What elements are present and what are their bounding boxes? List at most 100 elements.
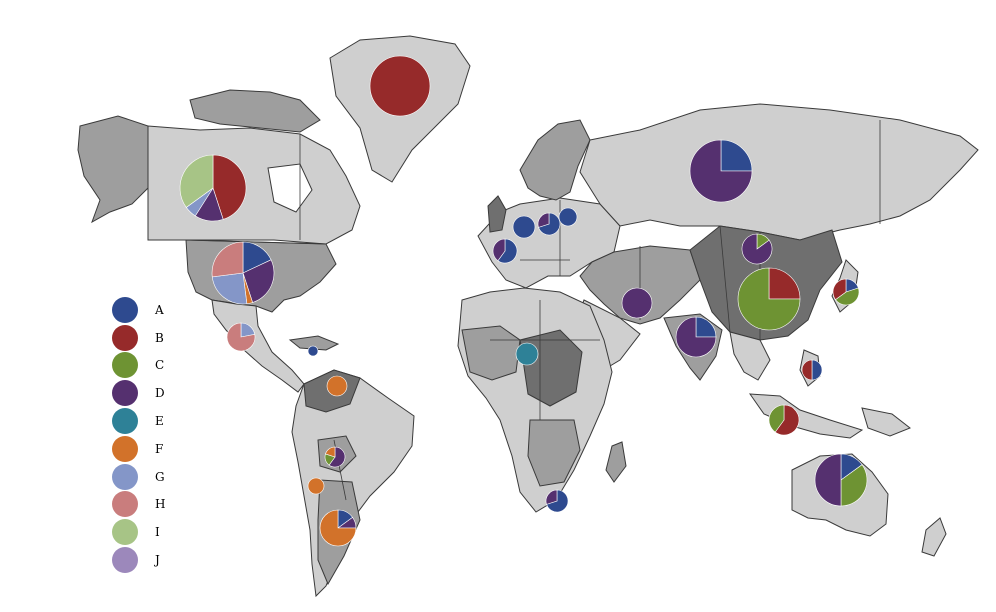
legend-item-e: E — [112, 407, 165, 435]
legend-item-b: B — [112, 324, 165, 352]
pie-slice-c — [737, 267, 801, 331]
pie-slice-e — [515, 342, 539, 366]
legend-swatch-j — [112, 547, 138, 574]
legend: A B C D E F G H I J — [112, 296, 165, 574]
landmass-canada — [147, 125, 361, 245]
pie-slice-f — [319, 509, 357, 547]
pie-slice-a — [558, 207, 578, 227]
legend-swatch-e — [112, 408, 138, 435]
pie-france — [492, 238, 518, 264]
pie-mexico — [226, 322, 256, 352]
landmass-indonesia — [748, 393, 864, 439]
pie-nigeria — [515, 342, 539, 366]
pie-slice-b — [801, 359, 813, 381]
landmass-caribbean — [288, 335, 340, 351]
legend-item-c: C — [112, 352, 165, 380]
pie-slice-d — [328, 446, 346, 468]
pie-slice-b — [369, 55, 431, 117]
pie-canada — [179, 154, 247, 222]
legend-swatch-f — [112, 435, 138, 462]
landmass-africa — [457, 287, 613, 513]
landmass-madagascar — [605, 441, 627, 483]
pie-china — [737, 267, 801, 331]
pie-slice-b — [774, 404, 800, 436]
pie-slice-b — [212, 154, 247, 220]
legend-item-h: H — [112, 491, 165, 519]
legend-label-g: G — [155, 469, 165, 484]
pie-slice-d — [741, 233, 773, 265]
pie-slice-h — [211, 241, 244, 278]
region-west-africa — [461, 325, 521, 381]
legend-item-j: J — [112, 546, 165, 574]
pie-slice-d — [242, 259, 275, 303]
landmass-alaska — [77, 115, 149, 224]
pie-uk — [512, 215, 536, 239]
pie-australia — [814, 453, 868, 507]
legend-swatch-i — [112, 519, 138, 546]
legend-label-e: E — [155, 414, 164, 429]
legend-label-d: D — [155, 386, 165, 401]
legend-label-j: J — [155, 553, 160, 568]
pie-japan — [832, 278, 860, 306]
landmass-arctic-islands — [189, 89, 321, 133]
pie-slice-d — [545, 489, 558, 505]
pie-philippines — [801, 359, 823, 381]
legend-label-c: C — [155, 358, 165, 373]
pie-slice-i — [179, 154, 214, 208]
legend-item-a: A — [112, 296, 165, 324]
pie-slice-a — [695, 316, 717, 338]
landmass-scandinavia — [519, 119, 591, 201]
pie-usa — [211, 241, 275, 305]
legend-item-i: I — [112, 518, 165, 546]
pie-slice-a — [497, 238, 518, 264]
landmass-uk — [487, 195, 507, 233]
landmass-central-america — [211, 299, 305, 393]
pie-india — [675, 316, 717, 358]
landmass-new-guinea — [861, 407, 911, 437]
landmass-russia — [579, 103, 979, 241]
pie-slice-d — [621, 287, 653, 319]
pie-charts-layer — [179, 55, 868, 547]
legend-item-d: D — [112, 379, 165, 407]
pie-slice-d — [689, 139, 753, 203]
pie-slice-g — [211, 272, 248, 305]
pie-slice-d — [675, 316, 717, 358]
legend-swatch-d — [112, 380, 138, 407]
pie-slice-h — [226, 322, 256, 352]
legend-label-i: I — [155, 525, 160, 540]
pie-russia — [689, 139, 753, 203]
pie-slice-a — [811, 359, 823, 381]
region-southern-africa — [527, 419, 581, 487]
legend-item-f: F — [112, 435, 165, 463]
legend-item-g: G — [112, 463, 165, 491]
pie-slice-d — [537, 212, 550, 228]
pie-slice-c — [768, 404, 785, 433]
pie-chile — [307, 477, 325, 495]
pie-argentina — [319, 509, 357, 547]
legend-swatch-a — [112, 296, 138, 323]
pie-slice-c — [835, 287, 860, 306]
legend-swatch-h — [112, 491, 138, 518]
pie-germany — [537, 212, 561, 236]
hudson-bay — [267, 163, 313, 213]
pie-slice-a — [307, 345, 319, 357]
pie-slice-f — [307, 477, 325, 495]
pie-greenland — [369, 55, 431, 117]
pie-slice-d — [814, 453, 842, 507]
legend-label-a: A — [155, 302, 164, 317]
pie-poland — [558, 207, 578, 227]
pie-slice-f — [325, 446, 336, 458]
legend-swatch-b — [112, 324, 138, 351]
pie-slice-b — [832, 278, 847, 301]
legend-label-f: F — [155, 441, 164, 456]
pie-cuba — [307, 345, 319, 357]
legend-swatch-g — [112, 463, 138, 490]
pie-slice-b — [768, 267, 801, 300]
pie-slice-c — [840, 464, 868, 507]
pie-slice-a — [720, 139, 753, 172]
pie-mongolia — [741, 233, 773, 265]
pie-south-africa — [545, 489, 569, 513]
pie-iran — [621, 287, 653, 319]
legend-label-b: B — [155, 330, 164, 345]
